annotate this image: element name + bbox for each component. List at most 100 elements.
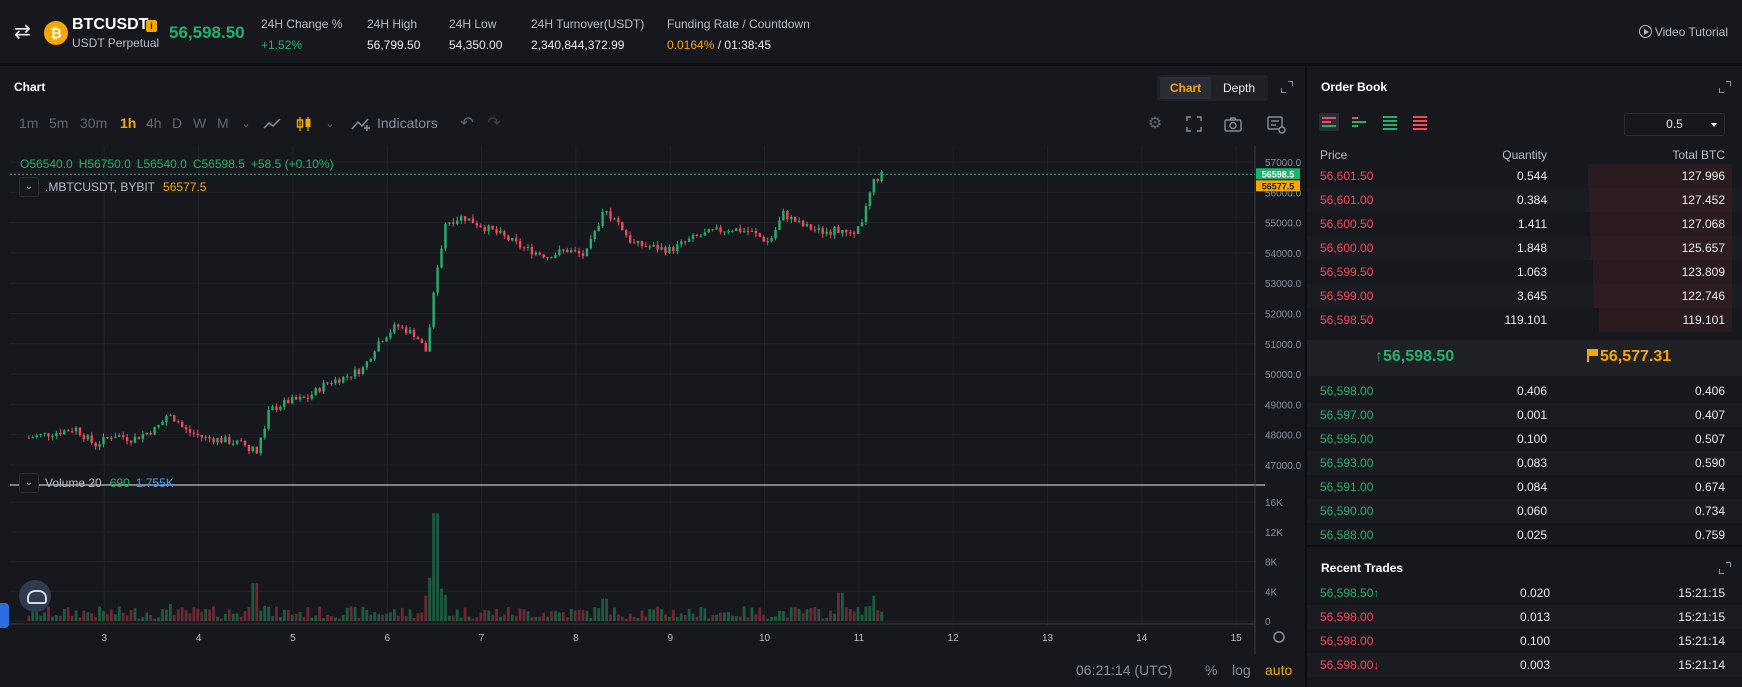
volume-bar (809, 607, 813, 621)
candle-body (581, 253, 585, 257)
ask-row[interactable]: 56,599.00 3.645 122.746 (1307, 284, 1742, 308)
chevron-down-icon[interactable]: ⌄ (241, 118, 251, 130)
camera-icon[interactable] (1223, 114, 1243, 134)
volume-bar (271, 616, 274, 621)
trade-price: 56,598.50↑ (1320, 581, 1379, 605)
candle-body (306, 397, 310, 399)
volume-bar (829, 610, 832, 621)
interval-4h[interactable]: 4h (146, 115, 162, 131)
indicators-label[interactable]: Indicators (377, 115, 438, 131)
settings-icon[interactable]: ⚙ (1147, 115, 1163, 132)
candles-icon[interactable] (294, 114, 314, 134)
candle-body (664, 247, 667, 253)
bid-row[interactable]: 56,597.00 0.001 0.407 (1307, 403, 1742, 427)
collapse-volume-button[interactable]: ⌄ (19, 473, 39, 493)
symbol-name[interactable]: BTCUSDT (72, 16, 149, 33)
volume-bar (514, 616, 518, 621)
candle-body (860, 222, 864, 227)
view-asks-icon[interactable] (1410, 113, 1430, 131)
video-tutorial-link[interactable]: Video Tutorial (1638, 25, 1728, 39)
candle-body (876, 178, 879, 181)
candle-body (35, 435, 38, 438)
price-axis-label: 57000.0 (1265, 158, 1302, 169)
bid-row[interactable]: 56,591.00 0.084 0.674 (1307, 475, 1742, 499)
volume-bars (27, 513, 884, 621)
view-both-icon[interactable] (1319, 113, 1339, 131)
drawing-tools-toggle[interactable] (0, 603, 9, 628)
expand-icon[interactable] (1719, 562, 1731, 574)
ask-row[interactable]: 56,601.50 0.544 127.996 (1307, 164, 1742, 188)
price-chart[interactable]: 57000.0 56000.0 55000.0 54000.0 53000.0 52000… (0, 146, 1305, 654)
volume-bar (153, 618, 157, 621)
expand-icon[interactable] (1719, 81, 1731, 93)
bid-row[interactable]: 56,595.00 0.100 0.507 (1307, 427, 1742, 451)
collapse-study-button[interactable]: ⌄ (19, 177, 39, 197)
volume-bar (546, 616, 550, 621)
ask-quantity: 3.645 (1516, 289, 1547, 303)
candle-body (813, 229, 817, 231)
bid-row[interactable]: 56,588.00 0.025 0.759 (1307, 523, 1742, 547)
tab-depth[interactable]: Depth (1222, 81, 1256, 95)
candle-body (683, 241, 687, 243)
bid-total: 0.734 (1694, 504, 1725, 518)
log-scale-toggle[interactable]: log (1232, 662, 1251, 678)
candle-body (121, 435, 125, 438)
volume-bar (259, 610, 263, 621)
time-axis-label: 4 (196, 633, 202, 644)
view-bids-icon[interactable] (1380, 113, 1400, 131)
axis-settings-icon[interactable] (1273, 631, 1285, 643)
candle-body (801, 220, 805, 227)
candle-body (271, 406, 274, 411)
ask-row[interactable]: 56,600.00 1.848 125.657 (1307, 236, 1742, 260)
interval-m[interactable]: M (217, 115, 229, 131)
info-icon[interactable]: i (146, 20, 157, 32)
candle-body (676, 244, 679, 252)
interval-1m[interactable]: 1m (19, 115, 39, 131)
tab-chart[interactable]: Chart (1160, 77, 1211, 99)
ask-total: 127.068 (1681, 217, 1725, 231)
candle-body (691, 234, 695, 239)
line-chart-icon[interactable] (262, 114, 282, 134)
volume-bar (282, 609, 286, 621)
interval-5m[interactable]: 5m (49, 115, 69, 131)
ask-row[interactable]: 56,600.50 1.411 127.068 (1307, 212, 1742, 236)
fullscreen-icon[interactable] (1184, 114, 1204, 134)
bid-row[interactable]: 56,590.00 0.060 0.734 (1307, 499, 1742, 523)
candle-body (141, 434, 145, 439)
fullscreen-icon[interactable] (1281, 81, 1293, 93)
interval-d[interactable]: D (172, 115, 183, 131)
bid-row[interactable]: 56,593.00 0.083 0.590 (1307, 451, 1742, 475)
interval-w[interactable]: W (193, 115, 207, 131)
ask-row[interactable]: 56,601.00 0.384 127.452 (1307, 188, 1742, 212)
volume-bar (569, 608, 573, 621)
redo-icon[interactable]: ↷ (487, 115, 501, 132)
auto-scale-toggle[interactable]: auto (1265, 662, 1293, 678)
volume-bar (499, 616, 502, 621)
indicators-icon[interactable] (350, 114, 370, 134)
chevron-down-icon[interactable]: ⌄ (325, 118, 335, 130)
interval-30m[interactable]: 30m (80, 115, 108, 131)
percent-scale-toggle[interactable]: % (1205, 662, 1218, 678)
precision-select[interactable]: 0.5 (1624, 113, 1725, 136)
candle-body (793, 216, 797, 222)
candle-body (381, 341, 384, 343)
ask-row[interactable]: 56,598.50 119.101 119.101 (1307, 308, 1742, 332)
volume-bar (94, 617, 98, 621)
ask-row[interactable]: 56,599.50 1.063 123.809 (1307, 260, 1742, 284)
bid-row[interactable]: 56,598.00 0.406 0.406 (1307, 379, 1742, 403)
view-grouped-icon[interactable] (1349, 113, 1369, 131)
swap-icon[interactable]: ⇄ (14, 21, 31, 43)
candle-body (503, 231, 506, 236)
candle-body (412, 329, 416, 338)
candle-body (837, 227, 840, 234)
candle-body (263, 428, 266, 438)
mid-last-price[interactable]: ↑56,598.50 (1375, 348, 1454, 366)
volume-bar (416, 613, 420, 621)
chart-layout-icon[interactable] (1266, 114, 1286, 134)
interval-1h[interactable]: 1h (120, 115, 137, 131)
volume-bar (538, 616, 542, 621)
tradingview-logo-icon[interactable] (19, 580, 51, 612)
trade-price: 56,598.00 (1320, 629, 1373, 653)
undo-icon[interactable]: ↶ (460, 115, 474, 132)
candle-body (628, 235, 632, 243)
